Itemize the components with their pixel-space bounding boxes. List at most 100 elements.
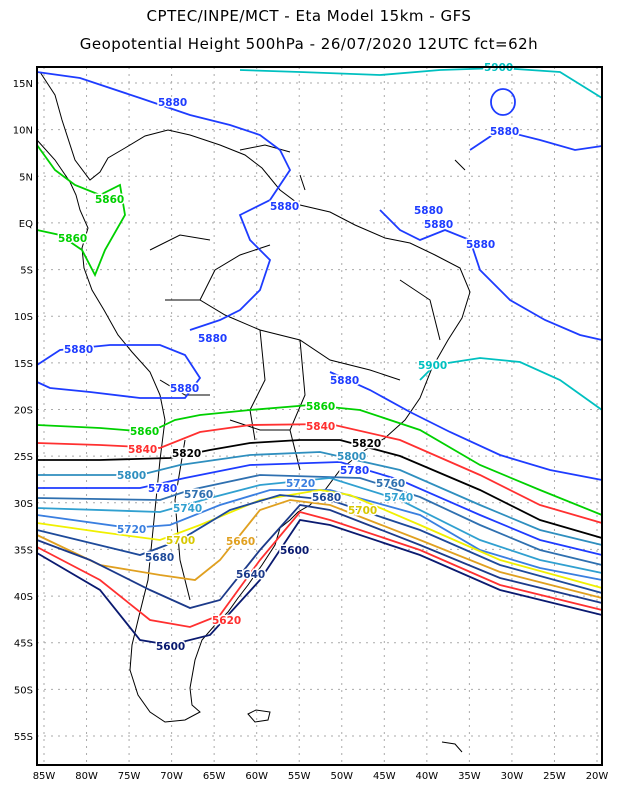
south-america-coastline <box>36 71 471 723</box>
contour-label: 5760 <box>376 478 405 490</box>
contour-label: 5780 <box>148 483 177 495</box>
contour-5880-pacific <box>36 344 202 399</box>
contour-label: 5720 <box>286 478 315 490</box>
contour-5880-closed <box>490 88 516 116</box>
contour-5800 <box>37 451 603 546</box>
contour-label: 5880 <box>466 239 495 251</box>
contour-5820 <box>37 439 603 539</box>
latitude-tick-label: 15S <box>14 359 33 370</box>
latitude-tick-label: 50S <box>14 685 33 696</box>
contour-5880-south <box>329 371 603 481</box>
contour-5720 <box>36 489 603 581</box>
longitude-tick-label: 45W <box>373 771 396 782</box>
contour-label: 5860 <box>95 194 124 206</box>
latitude-tick-label: 30S <box>14 499 33 510</box>
plot-frame <box>36 66 603 766</box>
longitude-tick-label: 70W <box>160 771 183 782</box>
latitude-tick-label: EQ <box>19 219 33 230</box>
contour-label: 5860 <box>58 233 87 245</box>
latitude-tick-label: 20S <box>14 406 33 417</box>
contour-label: 5880 <box>414 205 443 217</box>
contour-5900-north <box>239 67 603 99</box>
contour-5620 <box>36 510 603 628</box>
contour-5860 <box>36 404 603 516</box>
contour-label: 5880 <box>158 97 187 109</box>
graticule <box>37 67 602 765</box>
contour-5740 <box>36 477 603 574</box>
latitude-tick-label: 10N <box>13 126 33 137</box>
axis-labels: 85W 80W 75W 70W 65W 60W 55W 50W 45W 40W 35W 30W 25W 2… <box>13 79 609 782</box>
contour-label: 5740 <box>173 503 202 515</box>
latitude-tick-label: 35S <box>14 545 33 556</box>
contour-label: 5680 <box>145 552 174 564</box>
coastlines <box>36 71 471 753</box>
contour-5600 <box>36 519 603 646</box>
contour-label: 5760 <box>184 489 213 501</box>
contour-label: 5860 <box>130 426 159 438</box>
latitude-tick-label: 10S <box>14 312 33 323</box>
contour-label: 5660 <box>226 536 255 548</box>
contour-label: 5820 <box>352 438 381 450</box>
contour-label: 5880 <box>490 126 519 138</box>
contour-label: 5600 <box>280 545 309 557</box>
contour-label: 5820 <box>172 448 201 460</box>
contour-label: 5840 <box>128 444 157 456</box>
south-georgia <box>441 741 463 753</box>
falkland-islands <box>247 709 271 723</box>
contour-5660 <box>36 499 603 599</box>
contour-5640 <box>36 504 603 609</box>
longitude-tick-label: 75W <box>118 771 141 782</box>
geopotential-contours <box>36 67 603 646</box>
contour-5780 <box>37 461 603 556</box>
contour-label: 5720 <box>117 524 146 536</box>
longitude-tick-label: 80W <box>75 771 98 782</box>
contour-label: 5800 <box>337 451 366 463</box>
contour-5900 <box>419 357 603 411</box>
contour-5880-atlantic <box>379 209 603 341</box>
longitude-tick-label: 25W <box>543 771 566 782</box>
contour-label: 5880 <box>198 333 227 345</box>
contour-label: 5740 <box>384 492 413 504</box>
chart-title-line2: Geopotential Height 500hPa - 26/07/2020 … <box>79 35 539 53</box>
longitude-tick-label: 60W <box>245 771 268 782</box>
contour-5680 <box>36 494 603 594</box>
latitude-tick-label: 25S <box>14 452 33 463</box>
contour-5880-north <box>36 71 292 331</box>
country-borders <box>149 234 441 601</box>
latitude-tick-label: 55S <box>14 732 33 743</box>
longitude-tick-label: 50W <box>330 771 353 782</box>
contour-5840 <box>36 423 603 524</box>
contour-5760 <box>36 474 603 566</box>
longitude-tick-label: 40W <box>416 771 439 782</box>
contour-label: 5860 <box>306 401 335 413</box>
latitude-tick-label: 40S <box>14 592 33 603</box>
contour-labels: 5900 5900 5880 5880 5880 5880 5880 5880 … <box>57 61 521 655</box>
caribbean-islands <box>239 144 466 191</box>
chart-title-line1: CPTEC/INPE/MCT - Eta Model 15km - GFS <box>146 7 472 25</box>
longitude-tick-label: 30W <box>501 771 524 782</box>
contour-label: 5900 <box>418 360 447 372</box>
contour-label: 5880 <box>330 375 359 387</box>
contour-label: 5880 <box>424 219 453 231</box>
contour-label: 5680 <box>312 492 341 504</box>
longitude-tick-label: 85W <box>33 771 56 782</box>
latitude-tick-label: 5S <box>20 266 33 277</box>
contour-label: 5700 <box>348 505 377 517</box>
contour-5880-northeast <box>469 129 603 151</box>
longitude-tick-label: 55W <box>288 771 311 782</box>
contour-label: 5640 <box>236 569 265 581</box>
contour-5700 <box>36 489 603 589</box>
longitude-tick-label: 20W <box>586 771 609 782</box>
longitude-tick-label: 65W <box>203 771 226 782</box>
latitude-tick-label: 15N <box>13 79 33 90</box>
latitude-tick-label: 5N <box>19 172 33 183</box>
longitude-tick-label: 35W <box>458 771 481 782</box>
contour-label: 5780 <box>340 465 369 477</box>
contour-label: 5700 <box>166 535 195 547</box>
contour-label: 5800 <box>117 470 146 482</box>
contour-label: 5600 <box>156 641 185 653</box>
contour-label: 5880 <box>270 201 299 213</box>
contour-label: 5880 <box>170 383 199 395</box>
contour-label: 5880 <box>64 344 93 356</box>
